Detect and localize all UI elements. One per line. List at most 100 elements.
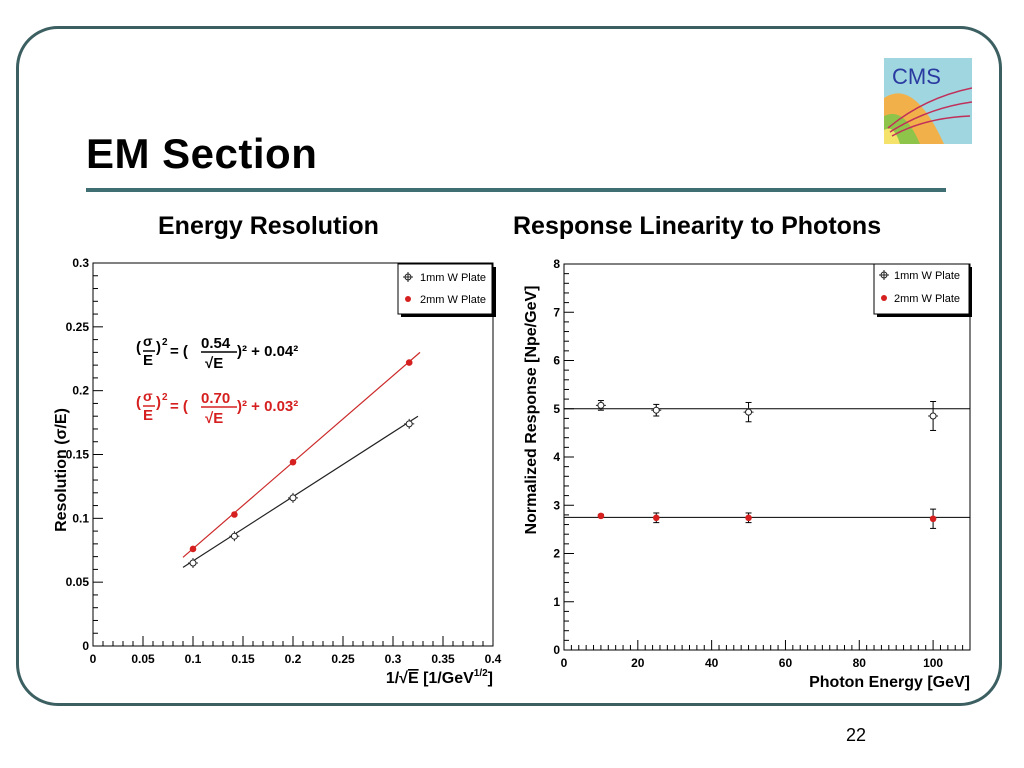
formula-2mm: ( σ E ) 2 = ( 0.70 √E )² + 0.03²	[136, 388, 298, 427]
y-tick-label: 0	[82, 639, 89, 653]
title-divider	[86, 188, 946, 192]
fit-line-2mm	[182, 351, 421, 558]
svg-text:): )	[156, 339, 161, 356]
formula-1mm: ( σ E ) 2 = ( 0.54 √E )² + 0.04²	[136, 333, 298, 372]
fit-line-1mm	[182, 415, 419, 568]
y-tick-label: 0.1	[72, 511, 89, 525]
lin-x-axis-label: Photon Energy [GeV]	[809, 674, 970, 691]
svg-text:0.54: 0.54	[201, 335, 231, 352]
data-point-2mm	[929, 515, 937, 523]
lin-data-points	[595, 400, 939, 529]
svg-text:= (: = (	[170, 343, 188, 360]
x-tick-label: 0.05	[131, 652, 155, 666]
data-point-1mm	[288, 492, 298, 503]
y-tick-label: 2	[553, 547, 560, 561]
y-tick-label: 0.2	[72, 384, 89, 398]
data-point-2mm	[745, 514, 752, 522]
data-point-1mm	[928, 410, 939, 421]
res-legend: 1mm W Plate 2mm W Plate	[397, 263, 496, 317]
res-y-axis-label: Resolution (σ/E)	[53, 408, 70, 532]
x-tick-label: 0.1	[185, 652, 202, 666]
y-tick-label: 0.3	[72, 256, 89, 270]
x-tick-label: 0.15	[231, 652, 255, 666]
y-tick-label: 5	[553, 402, 560, 416]
svg-text:√E: √E	[205, 410, 223, 427]
energy-resolution-title: Energy Resolution	[158, 212, 379, 240]
res-legend-1mm: 1mm W Plate	[420, 272, 486, 284]
legend-marker-1mm-icon	[879, 270, 889, 280]
svg-text:(: (	[136, 339, 141, 356]
y-tick-label: 8	[553, 257, 560, 271]
response-linearity-title: Response Linearity to Photons	[513, 212, 882, 240]
res-axes	[92, 262, 494, 647]
res-data-points	[188, 359, 415, 569]
cms-logo: CMS	[884, 58, 972, 144]
x-tick-label: 0.4	[485, 652, 502, 666]
y-tick-label: 6	[553, 354, 560, 368]
lin-x-tick-labels: 0 20 40 60 80 100	[561, 656, 944, 670]
x-tick-label: 0.35	[431, 652, 455, 666]
svg-text:E: E	[143, 352, 153, 369]
y-tick-label: 0.15	[66, 448, 90, 462]
data-point-1mm	[651, 405, 662, 416]
svg-text:2: 2	[162, 337, 168, 348]
res-legend-2mm: 2mm W Plate	[420, 294, 486, 306]
y-tick-label: 7	[553, 305, 560, 319]
svg-text:(: (	[136, 394, 141, 411]
logo-text: CMS	[892, 64, 941, 89]
x-tick-label: 0.3	[385, 652, 402, 666]
x-tick-label: 0	[561, 656, 568, 670]
data-point-2mm	[289, 458, 297, 466]
data-point-2mm	[405, 359, 413, 366]
legend-marker-1mm-icon	[403, 272, 413, 282]
data-point-1mm	[404, 418, 415, 429]
data-point-2mm	[597, 512, 605, 520]
svg-text:2: 2	[162, 392, 168, 403]
data-point-1mm	[188, 558, 198, 569]
x-tick-label: 80	[853, 656, 867, 670]
svg-text:0.70: 0.70	[201, 390, 230, 407]
res-x-tick-labels: 0 0.05 0.1 0.15 0.2 0.25 0.3 0.35 0.4	[90, 652, 502, 666]
x-tick-label: 100	[923, 656, 943, 670]
data-point-1mm	[229, 531, 240, 542]
data-point-2mm	[652, 514, 660, 522]
svg-text:)² + 0.03²: )² + 0.03²	[237, 398, 298, 415]
slide-title: EM Section	[86, 130, 318, 177]
svg-text:= (: = (	[170, 398, 188, 415]
lin-legend: 1mm W Plate 2mm W Plate	[873, 263, 972, 317]
sqrt-sign: √	[399, 670, 408, 687]
res-fit-lines	[182, 351, 421, 568]
y-tick-label: 0.05	[66, 575, 90, 589]
lin-y-axis-label: Normalized Response [Npe/GeV]	[523, 286, 540, 535]
svg-text:√E: √E	[205, 355, 223, 372]
lin-axes	[563, 263, 971, 651]
svg-text:): )	[156, 394, 161, 411]
x-tick-label: 20	[631, 656, 645, 670]
slide-number: 22	[846, 725, 867, 745]
slide-frame	[16, 26, 1002, 706]
y-tick-label: 1	[553, 595, 560, 609]
data-point-2mm	[189, 545, 197, 553]
res-x-axis-label: 1/√E [1/GeV1/2]	[386, 668, 493, 687]
y-tick-label: 0.25	[66, 320, 90, 334]
lin-legend-2mm: 2mm W Plate	[894, 293, 960, 305]
y-tick-label: 3	[553, 498, 560, 512]
data-point-1mm	[595, 400, 606, 411]
svg-text:σ: σ	[143, 388, 153, 404]
x-tick-label: 0	[90, 652, 97, 666]
y-tick-label: 0	[553, 643, 560, 657]
lin-y-tick-labels: 0 1 2 3 4 5 6 7 8	[553, 257, 560, 657]
lin-legend-1mm: 1mm W Plate	[894, 270, 960, 282]
data-point-2mm	[231, 511, 238, 518]
energy-resolution-chart: 0 0.05 0.1 0.15 0.2 0.25 0.3 0.35 0.4 0 0.05 0.1 0.…	[53, 256, 502, 687]
legend-marker-2mm-icon	[881, 295, 887, 301]
data-point-1mm	[743, 407, 754, 418]
svg-text:σ: σ	[143, 333, 153, 349]
legend-marker-2mm-icon	[405, 296, 411, 302]
x-tick-label: 0.2	[285, 652, 302, 666]
svg-text:)² + 0.04²: )² + 0.04²	[237, 343, 298, 360]
y-tick-label: 4	[553, 450, 560, 464]
lin-fit-lines	[564, 408, 970, 518]
svg-text:E: E	[143, 407, 153, 424]
response-linearity-chart: 0 20 40 60 80 100 0 1 2 3 4 5 6 7 8 Normalized Respon…	[523, 257, 972, 691]
